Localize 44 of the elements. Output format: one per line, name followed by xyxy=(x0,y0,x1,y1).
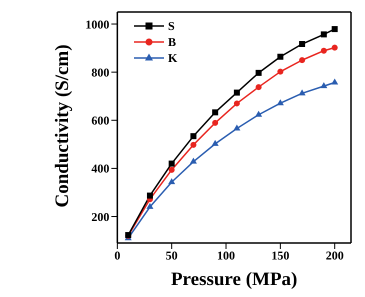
point xyxy=(190,158,197,164)
point xyxy=(168,166,175,173)
point xyxy=(190,133,196,140)
point xyxy=(234,100,240,106)
point xyxy=(255,110,262,117)
point xyxy=(168,178,176,184)
x-tick-label: 50 xyxy=(166,248,178,263)
point xyxy=(212,120,218,126)
x-tick-label: 100 xyxy=(217,248,236,263)
point xyxy=(331,78,338,85)
point xyxy=(233,124,240,130)
point xyxy=(168,160,175,167)
x-axis-title: Pressure (MPa) xyxy=(170,269,298,290)
point xyxy=(332,44,338,51)
point xyxy=(320,48,327,54)
point xyxy=(320,82,328,88)
y-tick-label: 1000 xyxy=(85,17,110,32)
point xyxy=(277,68,284,75)
point xyxy=(212,109,218,116)
y-tick-label: 200 xyxy=(91,210,110,224)
legend-label: B xyxy=(168,34,176,50)
x-tick-label: 200 xyxy=(326,248,344,263)
point xyxy=(190,142,196,148)
x-tick-label: 150 xyxy=(271,248,290,263)
point xyxy=(299,57,306,64)
legend-label: K xyxy=(168,50,178,66)
y-tick-label: 400 xyxy=(91,162,110,176)
point xyxy=(212,140,219,146)
point xyxy=(299,41,306,48)
point xyxy=(256,84,262,90)
y-tick-label: 600 xyxy=(91,114,110,128)
point xyxy=(298,89,306,96)
point xyxy=(320,31,327,38)
point xyxy=(256,70,262,76)
x-tick-label: 0 xyxy=(114,248,120,263)
point xyxy=(146,192,153,199)
point xyxy=(146,202,154,209)
legend-label: S xyxy=(168,18,175,34)
point xyxy=(276,99,284,106)
y-axis-title: Conductivity (S/cm) xyxy=(52,44,74,208)
point xyxy=(332,26,338,32)
y-tick-label: 800 xyxy=(91,65,110,80)
point xyxy=(277,54,284,60)
point xyxy=(234,90,240,96)
